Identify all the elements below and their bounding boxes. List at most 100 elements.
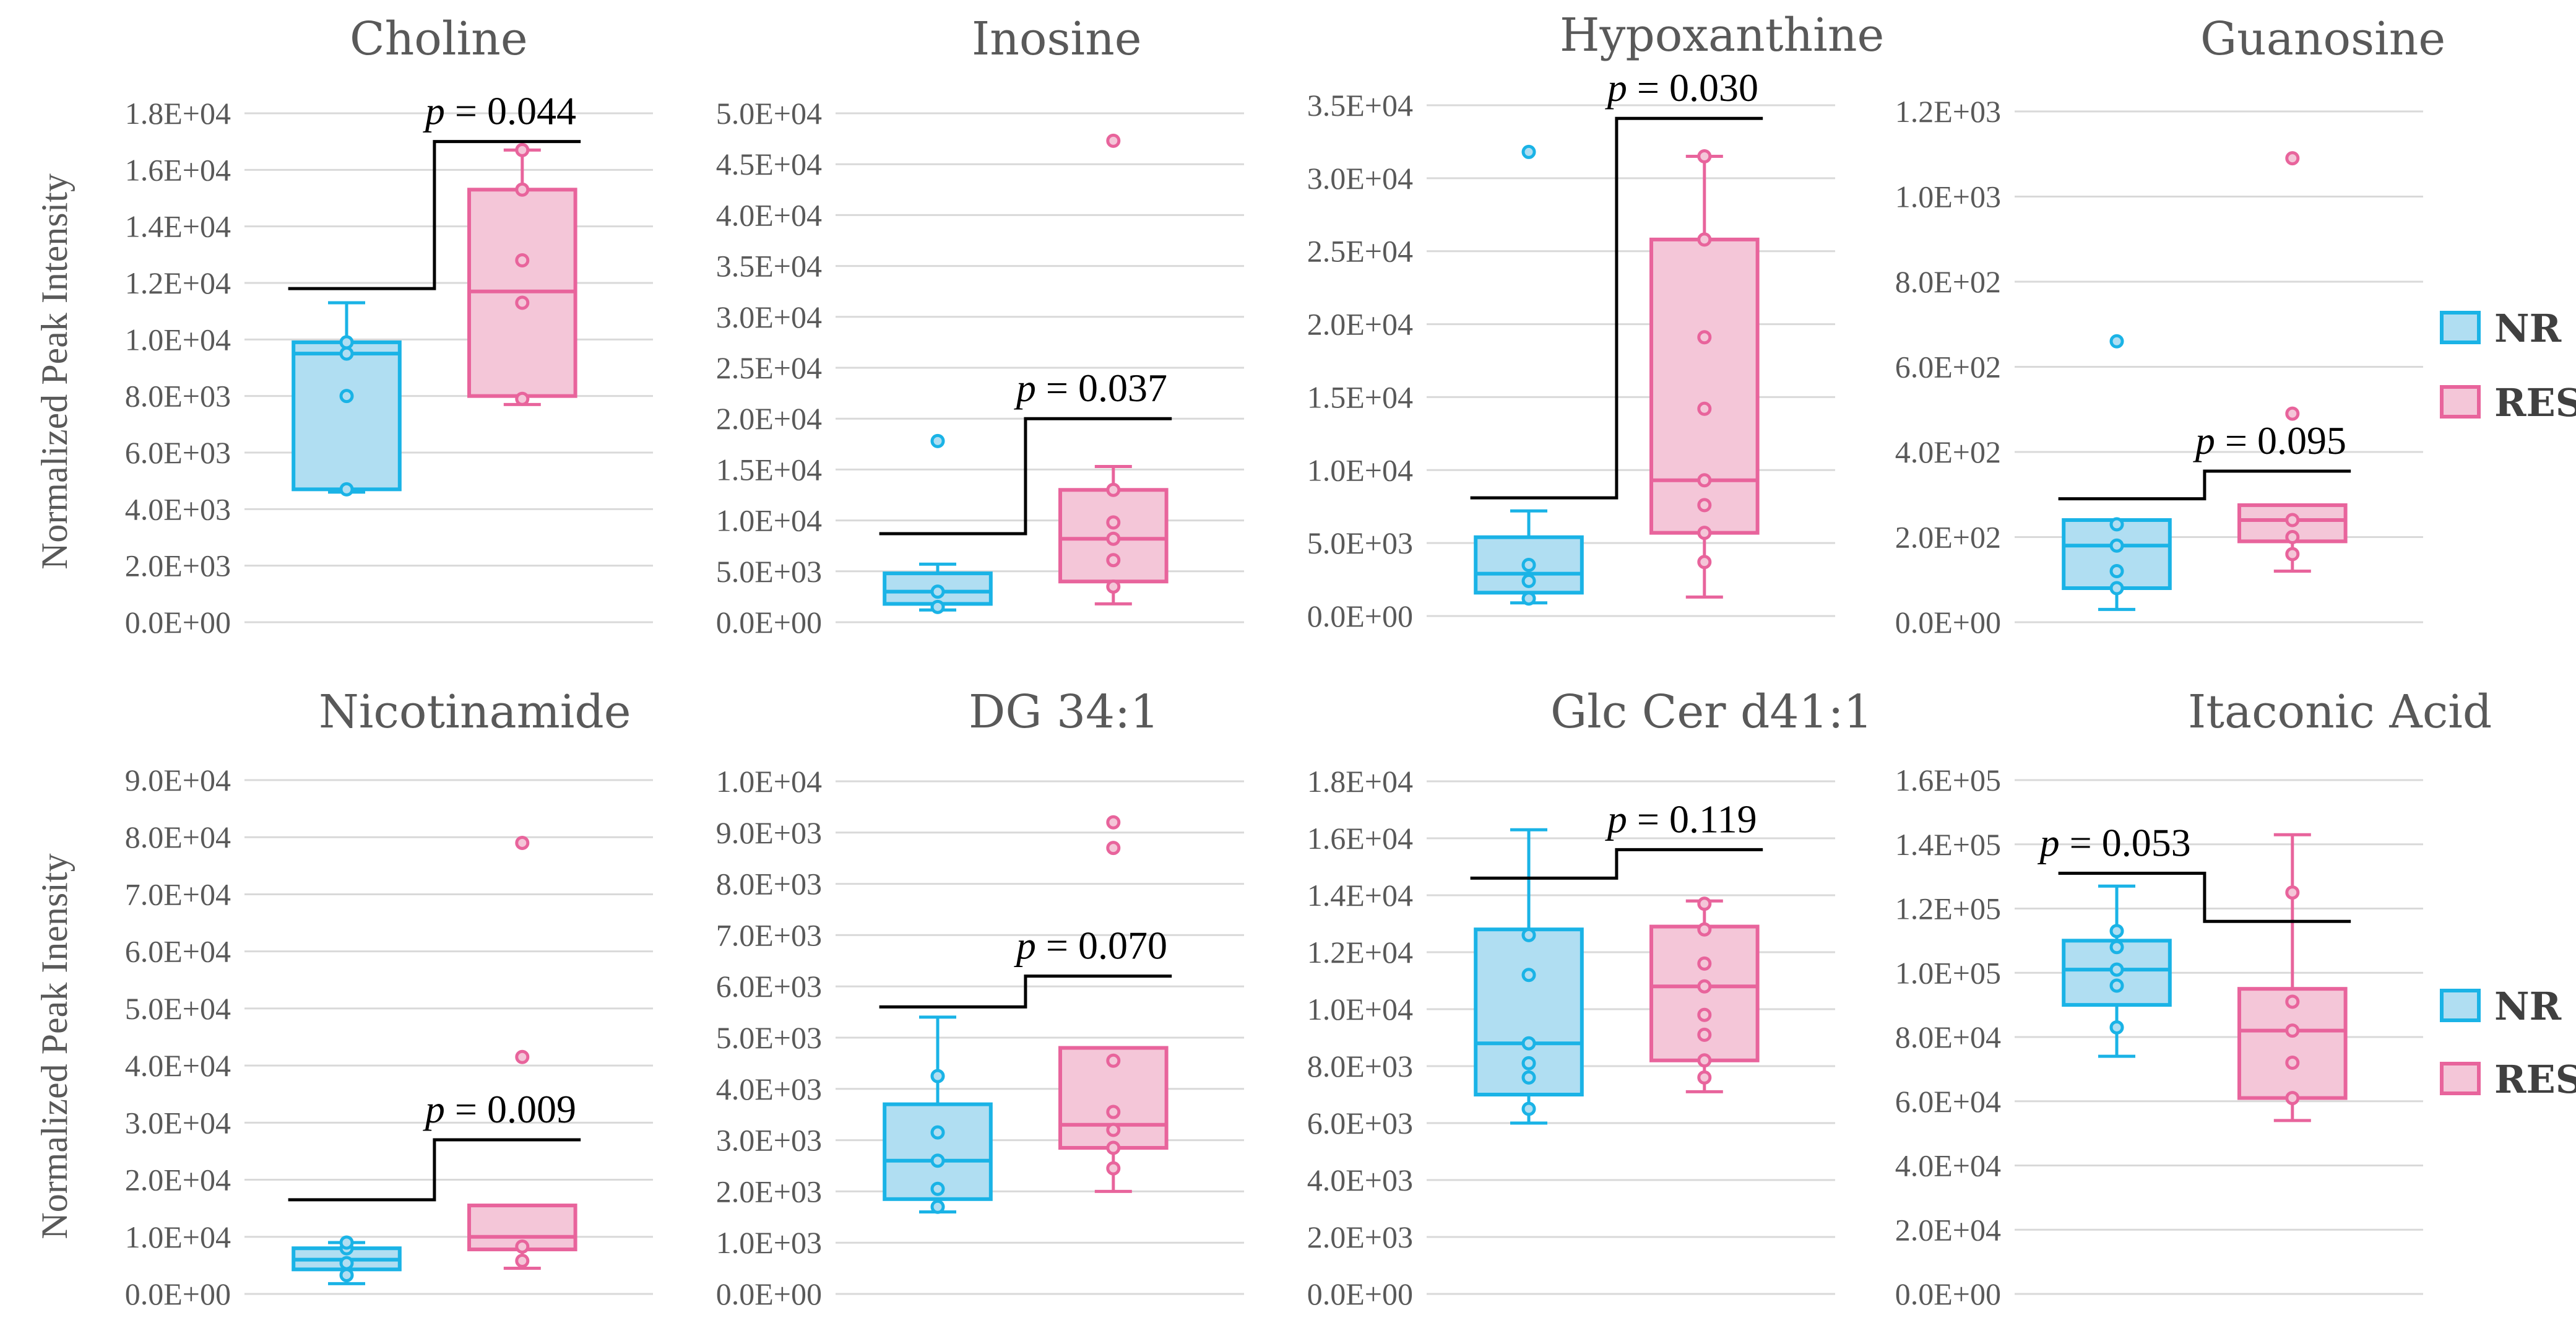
data-point	[1106, 531, 1121, 546]
y-tick-label: 1.0E+03	[1895, 180, 2001, 214]
y-tick-label: 1.6E+05	[1895, 763, 2001, 797]
y-tick-label: 1.8E+04	[125, 96, 231, 131]
significance-bracket	[879, 417, 1172, 536]
data-point	[1697, 149, 1712, 163]
p-value: = 0.044	[445, 89, 576, 133]
y-tick-label: 2.0E+03	[125, 549, 231, 583]
y-tick-label: 3.0E+03	[716, 1123, 822, 1158]
y-tick-label: 1.0E+04	[1307, 453, 1413, 487]
y-tick-label: 0.0E+00	[125, 1277, 231, 1311]
legend-top: NR RES	[2440, 306, 2576, 425]
y-tick-label: 8.0E+03	[1307, 1049, 1413, 1083]
y-tick-label: 2.0E+03	[716, 1174, 822, 1209]
y-tick-label: 7.0E+03	[716, 918, 822, 952]
data-point	[2109, 962, 2124, 977]
chart-panel-1: Choline 0.0E+00 2.0E+03 4.0E+03 6.0E+03 8.0E+…	[125, 12, 653, 640]
data-point	[1697, 498, 1712, 513]
data-point	[2109, 517, 2124, 532]
box-iqr	[292, 340, 402, 492]
y-tick-label: 2.0E+04	[1895, 1212, 2001, 1247]
data-point	[515, 1239, 530, 1254]
y-tick-label: 4.5E+04	[716, 147, 822, 181]
data-point	[1697, 956, 1712, 971]
data-point	[2285, 1091, 2300, 1106]
y-tick-label: 8.0E+04	[125, 820, 231, 854]
data-point	[2109, 940, 2124, 955]
data-point	[515, 1254, 530, 1269]
data-point	[2285, 530, 2300, 544]
data-point	[1106, 482, 1121, 497]
p-value: = 0.009	[445, 1087, 576, 1131]
data-point	[1106, 815, 1121, 830]
y-axis-title-bottom: Normalized Peak Inensity	[34, 853, 75, 1239]
data-point	[1521, 558, 1536, 572]
data-point	[339, 1268, 354, 1283]
y-tick-label: 5.0E+03	[716, 1020, 822, 1055]
y-tick-label: 8.0E+02	[1895, 264, 2001, 299]
data-point	[339, 482, 354, 497]
data-point	[1106, 579, 1121, 594]
data-point	[2285, 1023, 2300, 1038]
significance-bracket	[288, 140, 581, 290]
box-res	[2237, 151, 2348, 573]
data-point	[339, 335, 354, 350]
legend-label-res-top: RES	[2494, 380, 2576, 425]
y-tick-label: 3.0E+04	[1307, 161, 1413, 196]
panel-title: Itaconic Acid	[2188, 685, 2492, 739]
panel-title: Guanosine	[2200, 12, 2445, 66]
p-symbol: p	[423, 1087, 445, 1131]
p-value-label: p = 0.009	[423, 1087, 576, 1131]
y-tick-label: 7.0E+04	[125, 877, 231, 911]
data-point	[930, 433, 945, 448]
data-point	[1106, 1161, 1121, 1176]
p-value-label: p = 0.037	[1014, 366, 1167, 410]
p-value-label: p = 0.044	[423, 89, 576, 133]
y-tick-label: 3.0E+04	[125, 1105, 231, 1140]
p-value-label: p = 0.119	[1605, 797, 1757, 841]
chart-panel-7: Glc Cer d41:1 0.0E+00 2.0E+03 4.0E+03 6.0E+0…	[1307, 685, 1873, 1311]
p-value: = 0.070	[1036, 924, 1167, 968]
chart-panel-2: Inosine 0.0E+00 5.0E+03 1.0E+04 1.5E+04 2.0E+…	[716, 12, 1244, 640]
significance-bracket	[2058, 469, 2351, 501]
legend-bottom: NR RES	[2440, 984, 2576, 1102]
y-tick-label: 1.2E+04	[125, 266, 231, 300]
y-tick-label: 5.0E+03	[716, 554, 822, 589]
y-tick-label: 0.0E+00	[716, 605, 822, 640]
legend-swatch-res-bottom	[2440, 1062, 2481, 1095]
y-axis-title-top: Normalized Peak Intensity	[34, 173, 75, 570]
panel-title: Hypoxanthine	[1560, 9, 1884, 62]
p-symbol: p	[423, 89, 445, 133]
chart-panel-6: DG 34:1 0.0E+00 1.0E+03 2.0E+03 3.0E+03 4.0E+…	[716, 685, 1244, 1311]
y-tick-label: 6.0E+03	[125, 435, 231, 470]
p-value-label: p = 0.053	[2038, 820, 2191, 864]
y-tick-label: 2.5E+04	[1307, 234, 1413, 269]
data-point	[515, 835, 530, 850]
data-point	[1106, 1053, 1121, 1068]
data-point	[1697, 473, 1712, 488]
p-symbol: p	[1605, 66, 1627, 110]
data-point	[1521, 573, 1536, 588]
y-tick-label: 0.0E+00	[1307, 1277, 1413, 1311]
significance-bracket	[879, 974, 1172, 1009]
data-point	[2285, 1056, 2300, 1070]
data-point	[930, 599, 945, 614]
data-point	[930, 584, 945, 599]
data-point	[515, 391, 530, 406]
data-point	[1106, 133, 1121, 148]
box-nr	[883, 1015, 993, 1214]
box-nr	[2062, 334, 2172, 611]
panel-title: Inosine	[972, 12, 1142, 66]
y-tick-label: 1.4E+04	[125, 209, 231, 244]
data-point	[1521, 1070, 1536, 1085]
chart-panel-8: Itaconic Acid 0.0E+00 2.0E+04 4.0E+04 6.0E+0…	[1895, 685, 2492, 1311]
p-value-label: p = 0.030	[1605, 66, 1758, 110]
data-point	[1697, 526, 1712, 540]
y-tick-label: 1.2E+03	[1895, 94, 2001, 129]
data-point	[1697, 896, 1712, 911]
data-point	[1521, 1101, 1536, 1116]
y-tick-label: 4.0E+03	[716, 1072, 822, 1106]
y-tick-label: 1.6E+04	[125, 152, 231, 187]
y-tick-label: 4.0E+02	[1895, 435, 2001, 469]
p-value: = 0.095	[2215, 419, 2346, 462]
